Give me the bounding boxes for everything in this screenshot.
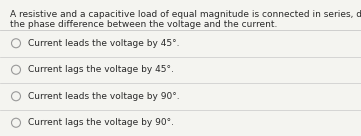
Text: Current lags the voltage by 90°.: Current lags the voltage by 90°. [28, 118, 174, 127]
Text: A resistive and a capacitive load of equal magnitude is connected in series, det: A resistive and a capacitive load of equ… [10, 10, 361, 19]
Text: the phase difference between the voltage and the current.: the phase difference between the voltage… [10, 20, 277, 29]
Text: Current leads the voltage by 45°.: Current leads the voltage by 45°. [28, 39, 179, 48]
Text: Current leads the voltage by 90°.: Current leads the voltage by 90°. [28, 92, 180, 101]
Text: Current lags the voltage by 45°.: Current lags the voltage by 45°. [28, 65, 174, 74]
